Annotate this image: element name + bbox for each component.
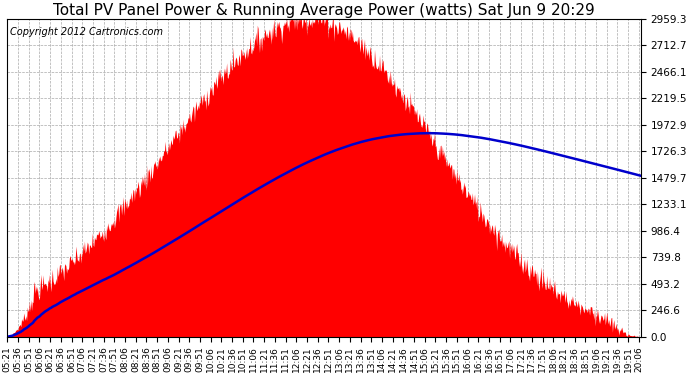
Title: Total PV Panel Power & Running Average Power (watts) Sat Jun 9 20:29: Total PV Panel Power & Running Average P… xyxy=(53,3,595,18)
Text: Copyright 2012 Cartronics.com: Copyright 2012 Cartronics.com xyxy=(10,27,164,37)
